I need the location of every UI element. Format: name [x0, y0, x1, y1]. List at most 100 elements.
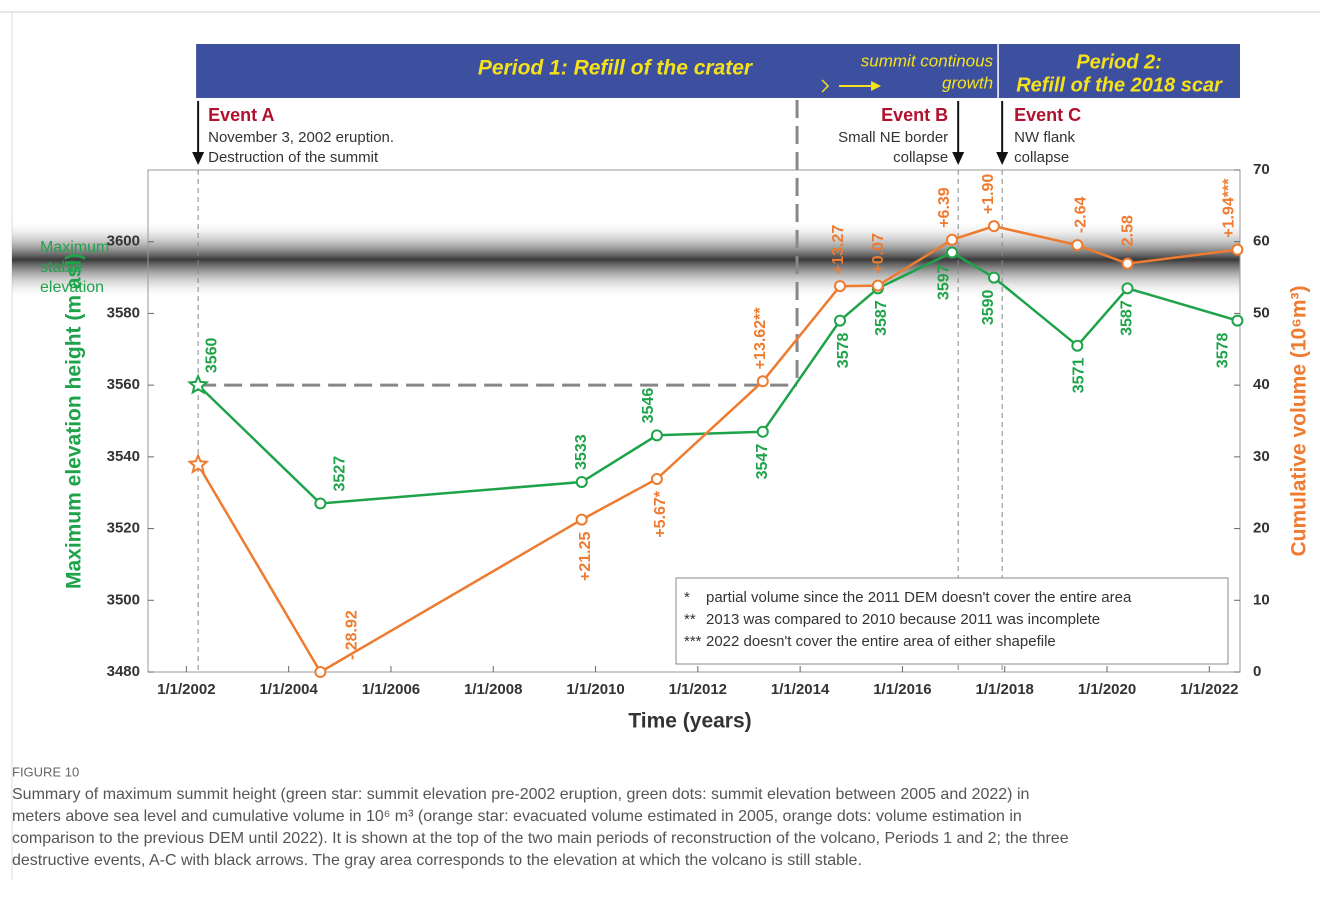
y2-tick-label: 10 — [1253, 591, 1270, 608]
point-label: +21.25 — [577, 532, 594, 581]
point-label: +0.07 — [870, 233, 887, 274]
event-text: NW flank — [1014, 129, 1075, 146]
x-axis-title: Time (years) — [628, 710, 751, 733]
point-marker — [946, 246, 959, 259]
caption-line: meters above sea level and cumulative vo… — [12, 808, 1022, 825]
point-label: 3560 — [203, 337, 220, 373]
event-arrowhead — [192, 152, 205, 165]
event-arrowhead — [996, 152, 1009, 165]
event-text: Small NE border — [838, 129, 948, 146]
growth-label: growth — [942, 73, 993, 92]
y-axis-title: Maximum elevation height (m asl) — [63, 253, 86, 589]
growth-chevron — [821, 79, 830, 93]
caption-line: comparison to the previous DEM until 202… — [12, 830, 1069, 847]
x-tick-label: 1/1/2004 — [259, 681, 318, 698]
y-tick-label: 3580 — [107, 304, 140, 321]
y-tick-label: 3560 — [107, 376, 140, 393]
point-marker — [987, 271, 1000, 284]
x-tick-label: 1/1/2008 — [464, 681, 522, 698]
point-label: +6.39 — [936, 187, 953, 228]
y-tick-label: 3540 — [107, 448, 140, 465]
point-marker — [871, 279, 884, 292]
point-marker — [314, 666, 327, 678]
event-text: collapse — [893, 149, 948, 166]
y2-tick-label: 40 — [1253, 376, 1270, 393]
point-label: 3571 — [1071, 358, 1088, 394]
point-label: 3597 — [935, 264, 952, 300]
note-symbol: *** — [684, 633, 702, 650]
note-symbol: ** — [684, 611, 696, 628]
point-marker — [756, 375, 769, 388]
point-label: +13.62** — [752, 307, 769, 370]
point-marker — [575, 513, 588, 526]
note-text: partial volume since the 2011 DEM doesn'… — [706, 589, 1132, 606]
note-symbol: * — [684, 589, 690, 606]
x-tick-label: 1/1/2010 — [566, 681, 624, 698]
point-label: 3590 — [980, 289, 997, 325]
x-tick-label: 1/1/2014 — [771, 681, 830, 698]
event-title: Event A — [208, 105, 274, 125]
point-marker — [834, 280, 847, 293]
point-label: - 28.92 — [344, 610, 361, 660]
point-marker — [987, 220, 1000, 233]
point-label: 3578 — [835, 332, 852, 368]
point-marker — [1231, 314, 1244, 327]
period-1: Period 1: Refill of the crater — [478, 57, 754, 80]
point-marker — [575, 475, 588, 488]
x-tick-label: 1/1/2018 — [976, 681, 1034, 698]
x-tick-label: 1/1/2012 — [669, 681, 727, 698]
event-text: Destruction of the summit — [208, 149, 379, 166]
point-marker — [650, 429, 663, 442]
event-text: collapse — [1014, 149, 1069, 166]
caption: Summary of maximum summit height (green … — [12, 786, 1069, 869]
point-label: 3587 — [1119, 300, 1136, 336]
x-tick-label: 1/1/2002 — [157, 681, 215, 698]
point-marker — [314, 497, 327, 510]
point-marker — [650, 472, 663, 485]
x-tick-label: 1/1/2022 — [1180, 681, 1238, 698]
note-text: 2022 doesn't cover the entire area of ei… — [706, 633, 1056, 650]
point-label: +13.27 — [830, 225, 847, 274]
point-marker — [1121, 282, 1134, 295]
point-label: +1.90 — [980, 174, 997, 215]
y-tick-label: 3480 — [107, 663, 140, 680]
y2-tick-label: 50 — [1253, 304, 1270, 321]
point-marker — [1071, 339, 1084, 352]
point-marker — [1231, 243, 1244, 256]
banner — [196, 44, 1240, 98]
stable-band-label: Maximum — [40, 239, 109, 256]
y2-axis-title: Cumulative volume (10⁶m³) — [1288, 285, 1311, 556]
figure-label: FIGURE 10 — [12, 764, 79, 779]
x-tick-label: 1/1/2020 — [1078, 681, 1136, 698]
period-2: Period 2: — [1076, 51, 1162, 73]
x-tick-label: 1/1/2006 — [362, 681, 420, 698]
point-label: 3546 — [640, 388, 657, 424]
y2-tick-label: 30 — [1253, 448, 1270, 465]
x-tick-label: 1/1/2016 — [873, 681, 931, 698]
point-label: -2.58 — [1120, 215, 1137, 252]
point-marker — [834, 314, 847, 327]
stable-band — [12, 220, 1240, 300]
point-marker — [1121, 257, 1134, 270]
note-text: 2013 was compared to 2010 because 2011 w… — [706, 611, 1100, 628]
growth-arrowhead — [871, 81, 882, 91]
point-label: -2.64 — [1073, 197, 1090, 234]
point-label: +1.94*** — [1221, 178, 1238, 238]
y2-tick-label: 0 — [1253, 663, 1261, 680]
point-marker — [1071, 239, 1084, 252]
notes-box — [675, 577, 1229, 665]
point-label: +5.67* — [652, 490, 669, 537]
stable-band-label: stable — [40, 259, 83, 276]
event-arrowhead — [952, 152, 965, 165]
series-line — [197, 251, 1238, 505]
series-line — [197, 224, 1238, 674]
y-tick-label: 3520 — [107, 520, 140, 537]
period-2: Refill of the 2018 scar — [1016, 74, 1223, 96]
star-marker — [187, 373, 210, 395]
stable-band-label: elevation — [40, 279, 104, 296]
y2-tick-label: 60 — [1253, 233, 1270, 250]
point-label: 3547 — [754, 444, 771, 480]
star-marker — [187, 453, 210, 475]
